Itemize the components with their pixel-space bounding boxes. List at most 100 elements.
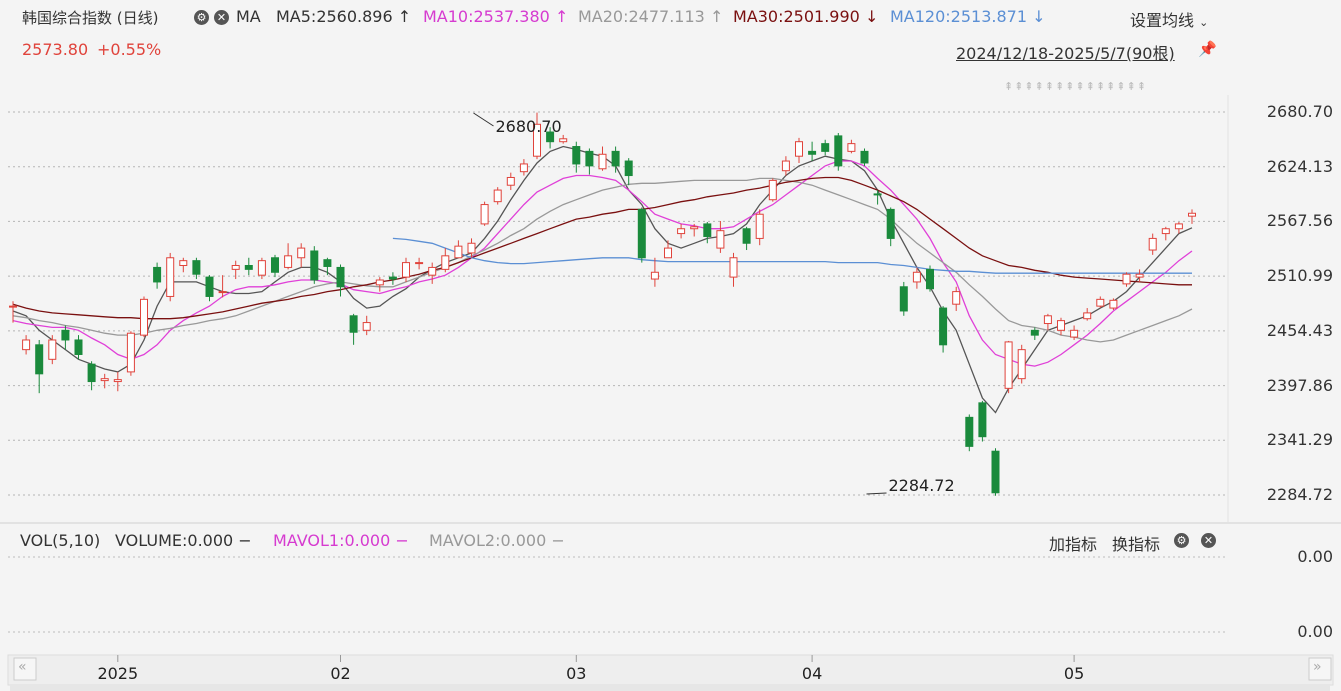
annotation-label: 2284.72 [889, 476, 955, 495]
annotation-pointer [473, 112, 494, 127]
candle-down [611, 150, 620, 167]
navigator-right-button [1308, 657, 1332, 681]
candle-down [873, 193, 882, 196]
candle-up [677, 228, 686, 235]
vol-gear-icon[interactable]: ⚙ [1174, 533, 1189, 548]
candle-down [87, 363, 96, 383]
ma10-arrow: ↑ [554, 7, 569, 26]
candle-up [1043, 315, 1052, 325]
mavol1-value: MAVOL1:0.000 − [273, 531, 409, 550]
ma20-value: MA20:2477.113 ↑ [578, 7, 723, 26]
vol-ytick-top: 0.00 [1297, 547, 1333, 566]
candle-up [402, 262, 410, 278]
candle-up [1109, 299, 1118, 309]
candle-up [1122, 273, 1131, 285]
candle-up [1161, 228, 1170, 235]
candle-up [768, 179, 777, 201]
candle-down [637, 208, 646, 259]
candle-up [100, 378, 109, 382]
candle-up [1057, 320, 1065, 331]
candle-up [1070, 329, 1079, 338]
candle-up [559, 138, 568, 143]
date-range[interactable]: 2024/12/18-2025/5/7(90根) [956, 44, 1175, 63]
candle-up [729, 257, 738, 278]
candle-up [179, 260, 188, 266]
switch-indicator-button[interactable]: 换指标 [1112, 535, 1161, 554]
vol-close-icon[interactable]: ✕ [1201, 533, 1216, 548]
chevron-right-icon[interactable]: » [1313, 659, 1322, 675]
chevron-down-icon: ⌄ [1199, 16, 1209, 29]
mavol1-text: MAVOL1:0.000 [273, 531, 391, 550]
candle-down [192, 260, 201, 275]
candle-down [808, 150, 817, 155]
mavol2-text: MAVOL2:0.000 [429, 531, 547, 550]
x-tick-label: 05 [1064, 664, 1084, 683]
close-icon[interactable]: ✕ [214, 10, 229, 25]
candle-down [572, 146, 581, 165]
candle-up [598, 153, 607, 170]
candle-up [795, 141, 803, 157]
candle-down [546, 131, 555, 143]
ma20-text: MA20:2477.113 [578, 7, 705, 26]
candle-down [74, 339, 83, 355]
add-indicator-button[interactable]: 加指标 [1049, 535, 1098, 554]
candle-up [912, 271, 921, 283]
chart-title: 韩国综合指数 (日线) [22, 9, 159, 27]
candle-up [257, 260, 266, 276]
candle-down [585, 150, 594, 167]
x-tick-label: 02 [330, 664, 350, 683]
chevron-left-icon[interactable]: « [18, 659, 27, 675]
candle-up [493, 189, 502, 203]
candle-up [9, 305, 17, 308]
annotation-pointer [866, 492, 887, 495]
x-tick-label: 03 [566, 664, 586, 683]
y-tick-label: 2567.56 [1266, 211, 1333, 231]
candle-up [166, 257, 175, 297]
mavol1-dash: − [395, 531, 409, 550]
candle-down [939, 307, 948, 346]
candle-down [991, 450, 1000, 494]
candle-up [375, 279, 384, 286]
candle-down [965, 416, 974, 447]
candle-up [506, 176, 515, 186]
ma30-value: MA30:2501.990 ↓ [733, 7, 878, 26]
pin-icon[interactable]: 📌 [1198, 40, 1217, 58]
gear-icon[interactable]: ⚙ [194, 10, 209, 25]
x-tick-label: 2025 [97, 664, 138, 683]
ma5-value: MA5:2560.896 ↑ [276, 7, 411, 26]
x-tick-label: 04 [802, 664, 822, 683]
ma5-arrow: ↑ [397, 7, 412, 26]
scroll-up-markers[interactable]: ⇞⇞⇞⇞⇞⇞⇞⇞⇞⇞⇞⇞⇞⇞ [1004, 80, 1148, 93]
candle-down [388, 276, 397, 280]
candle-down [742, 228, 751, 244]
y-tick-label: 2624.13 [1266, 156, 1333, 176]
y-tick-label: 2397.86 [1266, 375, 1333, 395]
navigator-track [10, 685, 1330, 691]
candle-up [1188, 212, 1196, 217]
ma30-line [12, 176, 1192, 320]
candle-down [703, 223, 712, 237]
candle-down [978, 402, 987, 438]
ma120-line [392, 237, 1192, 274]
ma10-value: MA10:2537.380 ↑ [423, 7, 568, 26]
vol-ytick-bottom: 0.00 [1297, 622, 1333, 641]
y-tick-label: 2341.29 [1266, 430, 1333, 450]
candle-up [231, 264, 240, 270]
annotation-label: 2680.70 [496, 117, 562, 136]
ma10-text: MA10:2537.380 [423, 7, 550, 26]
candle-up [1174, 223, 1183, 230]
candle-up [1017, 349, 1026, 380]
ma20-arrow: ↑ [709, 7, 724, 26]
candle-down [336, 266, 345, 288]
ma30-text: MA30:2501.990 [733, 7, 860, 26]
volume-text: VOLUME:0.000 [115, 531, 234, 550]
candle-down [834, 135, 843, 167]
vol-label: VOL(5,10) [20, 531, 101, 550]
ma-settings-button[interactable]: 设置均线 ⌄ [1130, 7, 1208, 31]
candle-up [650, 271, 659, 280]
candle-up [1148, 237, 1157, 251]
candle-up [140, 298, 148, 336]
mavol2-dash: − [551, 531, 565, 550]
candle-down [61, 329, 70, 341]
